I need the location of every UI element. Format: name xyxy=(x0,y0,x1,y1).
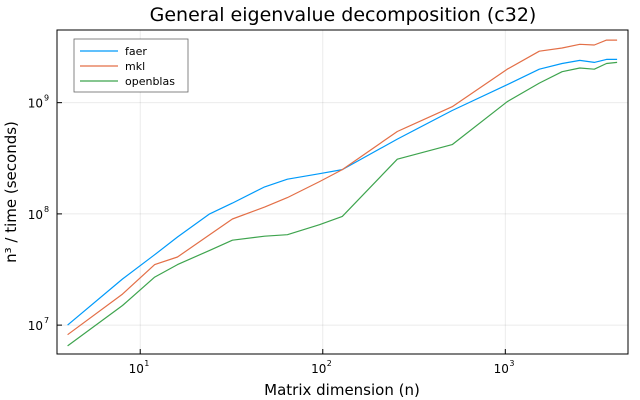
series-line-faer xyxy=(67,58,618,326)
x-tick-exponent: 2 xyxy=(327,359,332,368)
x-tick-label: 10 xyxy=(311,362,326,376)
axis-ticks: 10 1 10 2 10 310 710 810 9 xyxy=(28,94,515,376)
legend-label-openblas: openblas xyxy=(125,75,175,88)
legend-label-faer: faer xyxy=(125,45,147,58)
y-tick-exponent: 9 xyxy=(44,94,49,103)
x-axis-label: Matrix dimension (n) xyxy=(264,381,420,399)
x-tick-label: 10 xyxy=(129,362,144,376)
y-axis-label: n³ / time (seconds) xyxy=(2,121,20,263)
chart-title: General eigenvalue decomposition (c32) xyxy=(150,4,537,26)
y-tick-label: 10 xyxy=(28,97,43,111)
x-tick-label: 10 xyxy=(494,362,509,376)
y-tick-exponent: 7 xyxy=(44,316,49,325)
y-tick-exponent: 8 xyxy=(44,205,49,214)
grid xyxy=(57,30,628,354)
series-line-mkl xyxy=(67,39,618,336)
x-tick-exponent: 3 xyxy=(509,359,514,368)
legend-label-mkl: mkl xyxy=(125,60,145,73)
legend: faer mkl openblas xyxy=(73,38,189,93)
plot-frame xyxy=(56,29,629,355)
x-tick-exponent: 1 xyxy=(144,359,149,368)
y-tick-label: 10 xyxy=(28,319,43,333)
plot-area xyxy=(67,39,618,347)
series-line-openblas xyxy=(67,61,618,347)
y-tick-label: 10 xyxy=(28,208,43,222)
